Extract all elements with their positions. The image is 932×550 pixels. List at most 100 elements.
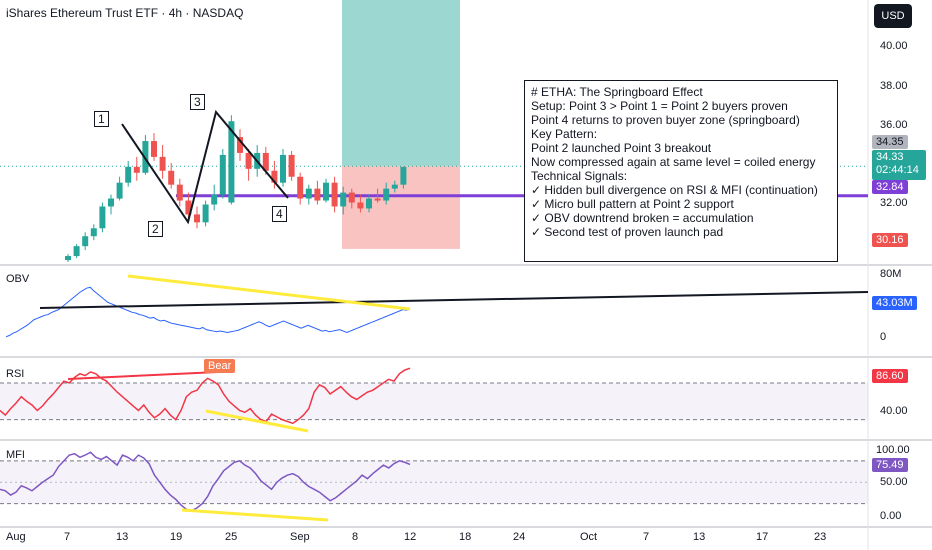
obv-pane-label: OBV — [6, 273, 30, 285]
note-line: Key Pattern: — [531, 127, 598, 141]
candle-body — [125, 166, 132, 183]
mfi-line — [0, 451, 411, 512]
candle-body — [357, 202, 364, 209]
chart-title: iShares Ethereum Trust ETF · 4h · NASDAQ — [6, 6, 244, 20]
candle-body — [237, 137, 243, 153]
point-label-4: 4 — [272, 206, 287, 222]
note-line: ✓ Hidden bull divergence on RSI & MFI (c… — [531, 183, 818, 197]
candle-body — [262, 152, 269, 171]
price-tick: 38.00 — [880, 80, 908, 92]
candle-body — [82, 236, 89, 247]
candle-body — [366, 198, 372, 209]
candle-body — [305, 188, 312, 199]
time-tick: 24 — [513, 531, 526, 543]
time-tick: 7 — [64, 531, 71, 543]
candle-body — [383, 188, 390, 201]
time-tick: 8 — [352, 531, 359, 543]
note-line: Now compressed again at same level = coi… — [531, 155, 816, 169]
target-price-tag: 34.35 — [872, 135, 908, 149]
candle-body — [133, 166, 140, 173]
mfi-value-tag: 75.49 — [872, 458, 908, 472]
candle-body — [73, 246, 80, 257]
time-tick: Aug — [6, 531, 26, 543]
candle-body — [331, 182, 338, 207]
rsi-band — [0, 382, 868, 420]
candle-body — [99, 206, 106, 229]
time-tick: Sep — [290, 531, 310, 543]
candle-body — [400, 166, 407, 185]
candle-body — [211, 194, 218, 205]
point-label-1: 1 — [94, 111, 109, 127]
note-line: # ETHA: The Springboard Effect — [531, 85, 703, 99]
candle-body — [391, 184, 398, 189]
candle-body — [151, 141, 157, 157]
note-line: Setup: Point 3 > Point 1 = Point 2 buyer… — [531, 99, 788, 113]
candle-body — [168, 170, 175, 185]
obv-tick: 0 — [880, 331, 887, 343]
candle-body — [219, 154, 226, 195]
candle-body — [348, 192, 355, 203]
candle-body — [245, 152, 252, 169]
candle-body — [340, 192, 347, 207]
candle-body — [65, 256, 71, 261]
note-line: Point 2 launched Point 3 breakout — [531, 141, 712, 155]
point-label-3: 3 — [190, 94, 205, 110]
mfi-pane-label: MFI — [6, 449, 25, 461]
candle-body — [297, 176, 304, 199]
wave-path — [121, 109, 289, 225]
mfi-tick: 0.00 — [880, 510, 902, 522]
candle-body — [142, 141, 149, 173]
point-label-2: 2 — [148, 221, 163, 237]
time-tick: 13 — [116, 531, 129, 543]
candle-body — [159, 156, 166, 171]
note-line: ✓ OBV downtrend broken = accumulation — [531, 211, 754, 225]
time-tick: 19 — [170, 531, 183, 543]
rsi-tick: 40.00 — [880, 405, 908, 417]
mfi-tick: 100.00 — [876, 444, 910, 456]
support-price-tag: 32.84 — [872, 180, 908, 194]
candle-body — [271, 170, 278, 183]
note-line: Technical Signals: — [531, 169, 628, 183]
mfi-band — [0, 460, 868, 504]
obv-tick: 80M — [880, 268, 902, 280]
currency-button[interactable]: USD — [874, 4, 912, 28]
candle-body — [108, 198, 114, 207]
candle-body — [323, 182, 329, 201]
time-tick: 12 — [404, 531, 417, 543]
note-line: ✓ Second test of proven launch pad — [531, 225, 724, 239]
last-price-tag: 34.33 02:44:14 — [872, 150, 926, 180]
candle-body — [374, 198, 381, 201]
time-tick: 25 — [225, 531, 238, 543]
obv-trendline — [39, 291, 869, 309]
candle-body — [280, 154, 286, 183]
price-tick: 40.00 — [880, 40, 908, 52]
rsi-line — [0, 367, 411, 425]
candle-body — [185, 200, 192, 215]
obv-divergence-line — [127, 274, 411, 311]
candle-body — [288, 154, 295, 177]
obv-line — [5, 286, 411, 338]
candle-body — [194, 214, 200, 223]
time-tick: 13 — [693, 531, 706, 543]
rsi-value-tag: 86.60 — [872, 369, 908, 383]
target-zone — [342, 0, 460, 166]
time-tick: 23 — [814, 531, 827, 543]
candle-body — [314, 188, 321, 201]
bear-divergence-label: Bear — [204, 359, 236, 373]
time-tick: 17 — [756, 531, 769, 543]
candle-body — [228, 121, 235, 203]
obv-value-tag: 43.03M — [872, 296, 917, 310]
rsi-bear-divergence-line — [67, 371, 219, 380]
candle-body — [176, 184, 183, 201]
price-tick: 32.00 — [880, 197, 908, 209]
candle-body — [116, 182, 123, 199]
last-price-value: 34.33 — [876, 151, 904, 163]
note-line: ✓ Micro bull pattern at Point 2 support — [531, 197, 734, 211]
note-line: Point 4 returns to proven buyer zone (sp… — [531, 113, 800, 127]
mfi-divergence-line — [181, 508, 329, 522]
bar-countdown: 02:44:14 — [876, 164, 919, 176]
time-tick: 18 — [459, 531, 472, 543]
time-tick: Oct — [580, 531, 598, 543]
analysis-note: # ETHA: The Springboard Effect Setup: Po… — [524, 80, 838, 262]
